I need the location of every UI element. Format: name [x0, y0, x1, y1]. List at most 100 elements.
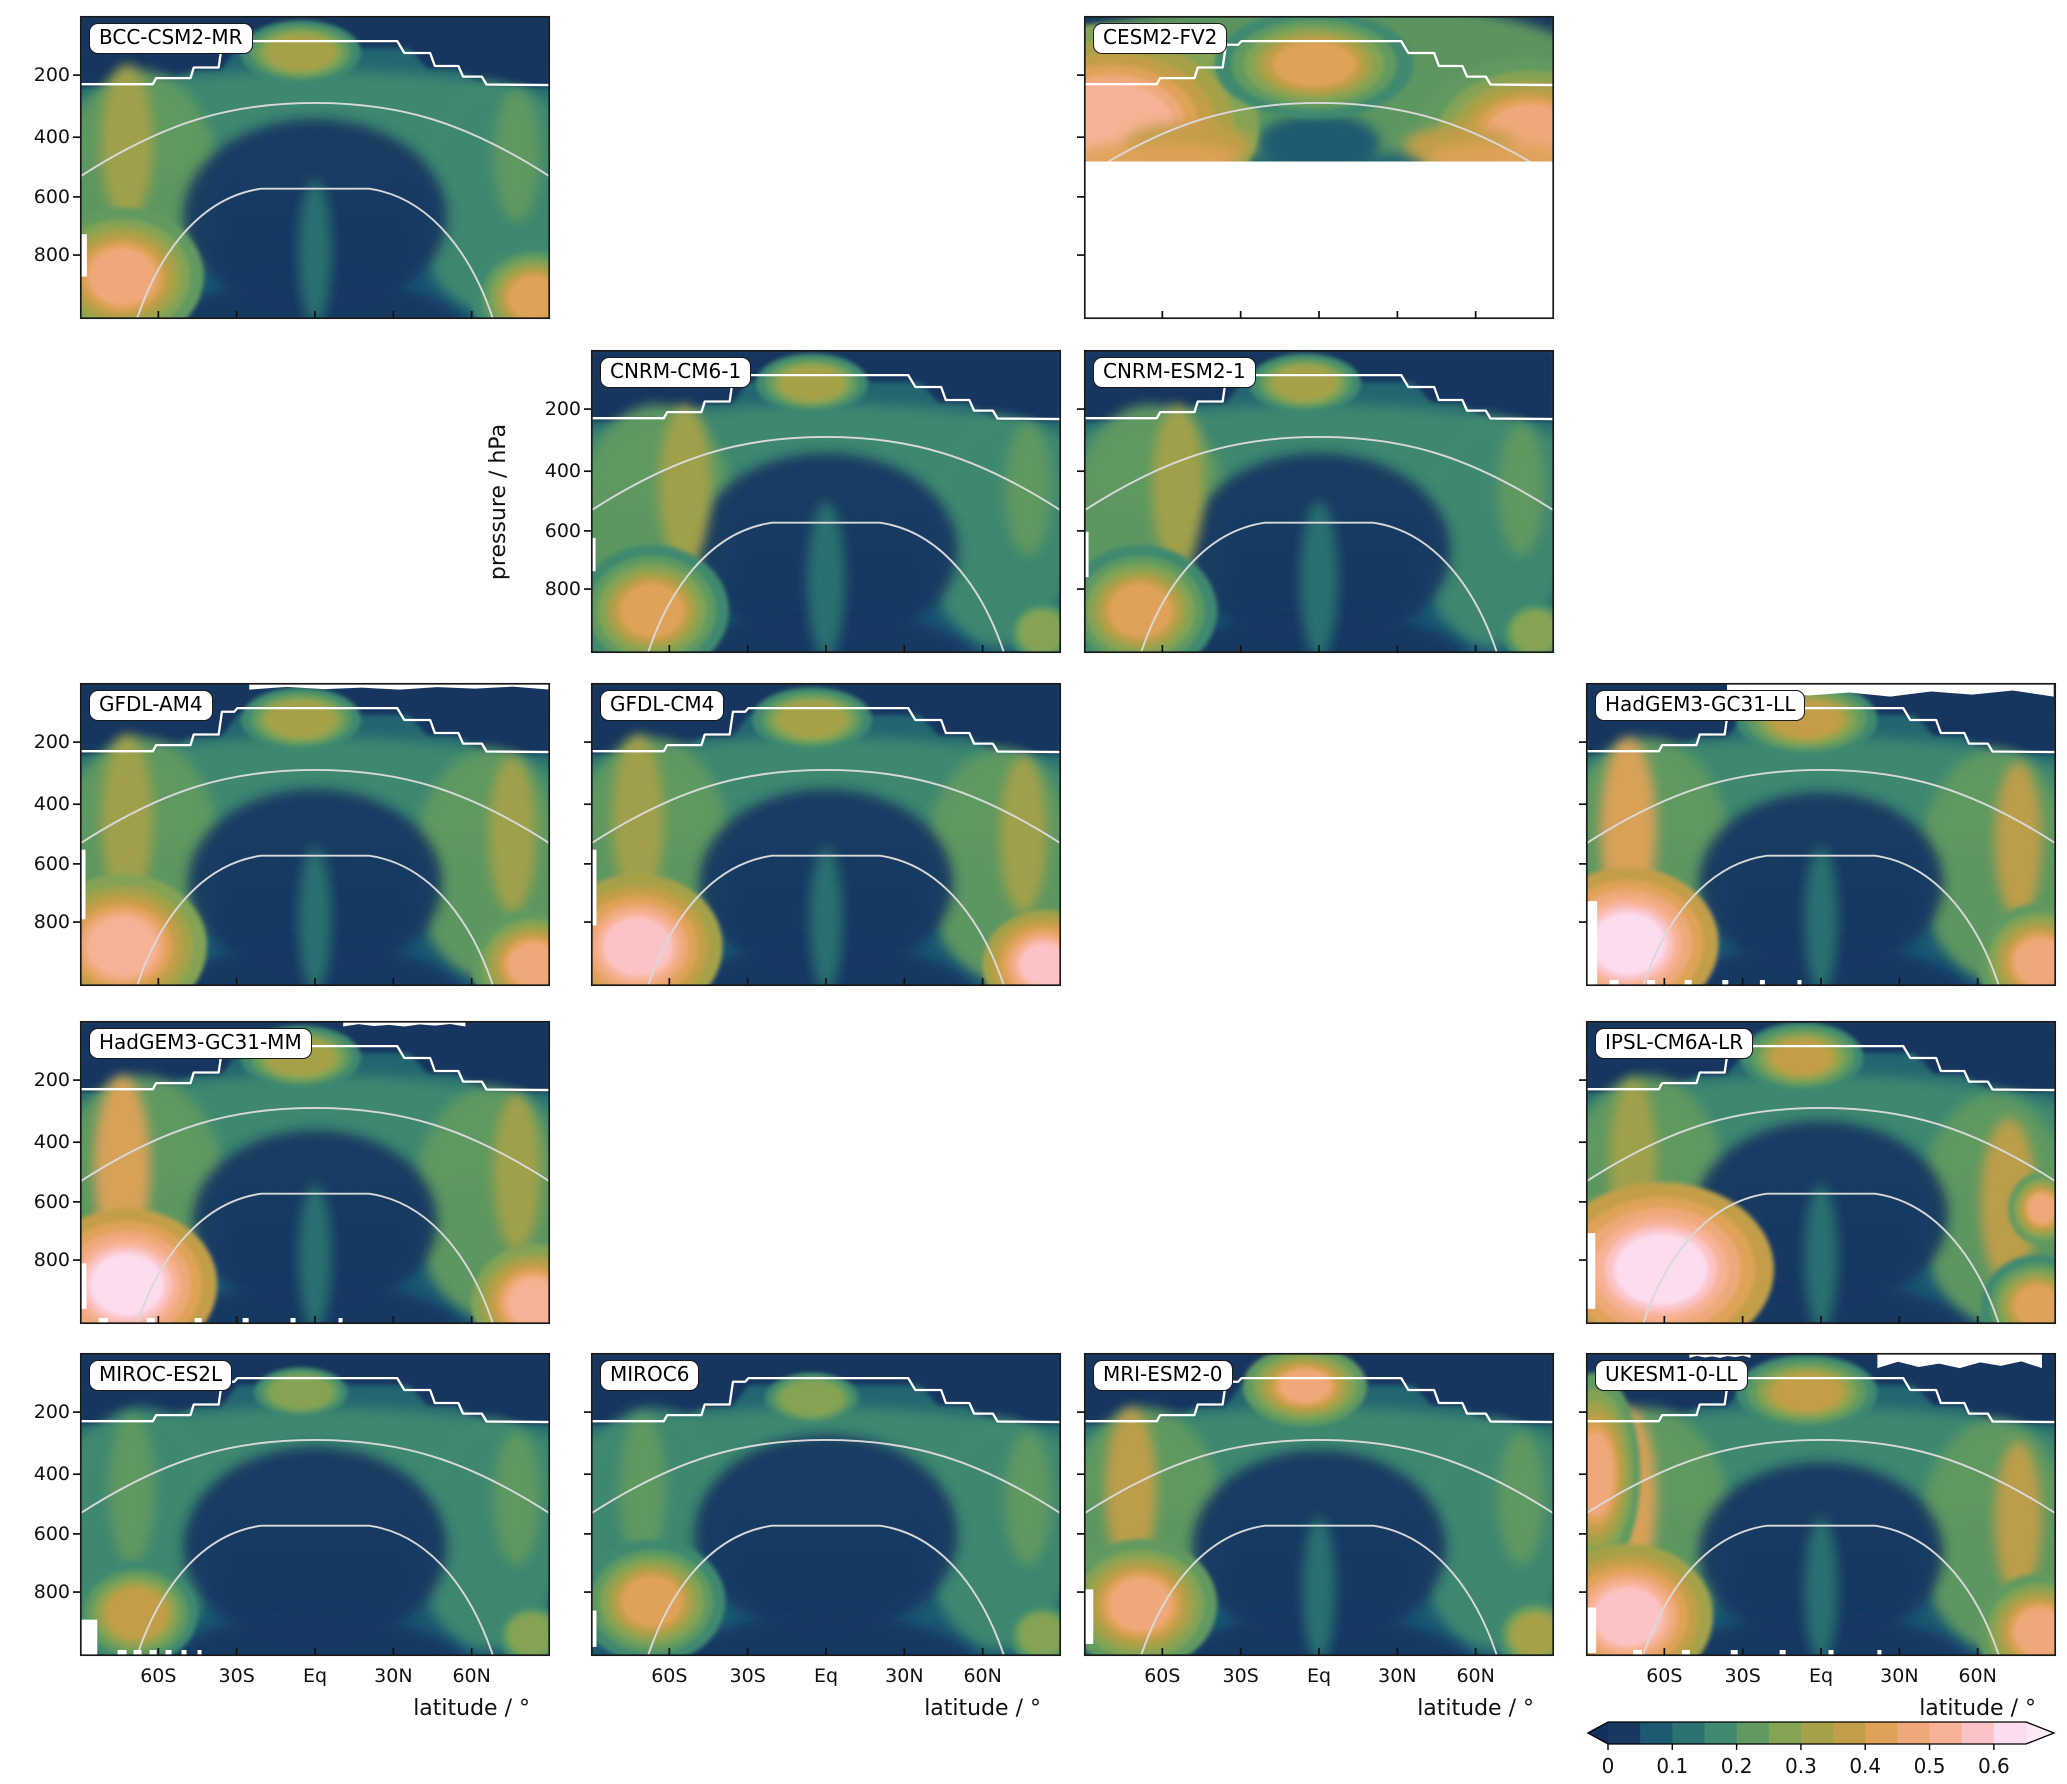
colorbar-segment	[1929, 1722, 1963, 1744]
x-tick-label: 30N	[885, 1665, 924, 1687]
panel-title-MIROC-ES2L: MIROC-ES2L	[89, 1360, 233, 1391]
y-tick-label: 800	[33, 1249, 70, 1272]
panel-IPSL-CM6A-LR	[1579, 1020, 2057, 1325]
panel-MIROC6	[584, 1352, 1062, 1657]
colorbar	[1586, 1721, 2056, 1750]
panel-frame	[590, 349, 1062, 654]
panel-GFDL-AM4	[73, 682, 551, 987]
y-tick-label: 600	[33, 185, 70, 208]
panel-frame	[1083, 1352, 1555, 1657]
panel-title-GFDL-CM4: GFDL-CM4	[600, 690, 725, 721]
colorbar-segment	[1800, 1722, 1834, 1744]
contour-field	[80, 16, 550, 319]
panel-frame	[590, 682, 1062, 987]
x-axis-label: latitude / °	[413, 1696, 530, 1721]
panel-title-HadGEM3-GC31-MM: HadGEM3-GC31-MM	[89, 1028, 312, 1059]
panel-frame	[590, 1352, 1062, 1657]
x-tick-label: 60N	[963, 1665, 1002, 1687]
panel-frame	[1083, 349, 1555, 654]
contour-field	[1084, 1353, 1554, 1656]
y-tick-label: 600	[33, 1190, 70, 1213]
y-tick-label: 200	[544, 398, 581, 421]
x-axis-label: latitude / °	[1417, 1696, 1534, 1721]
colorbar-segment	[1608, 1722, 1641, 1744]
y-tick-label: 400	[33, 126, 70, 149]
panel-frame	[1585, 1352, 2057, 1657]
panel-frame	[79, 15, 551, 320]
contour-field	[1084, 16, 1554, 162]
panel-frame	[1083, 15, 1555, 320]
y-tick-label: 800	[544, 578, 581, 601]
x-tick-label: 60N	[1958, 1665, 1997, 1687]
y-tick-label: 400	[544, 460, 581, 483]
colorbar-segment	[1961, 1722, 1995, 1744]
y-tick-label: 400	[33, 1131, 70, 1154]
panel-title-CESM2-FV2: CESM2-FV2	[1093, 23, 1228, 54]
panel-CESM2-FV2	[1077, 15, 1555, 320]
y-tick-label: 200	[33, 64, 70, 87]
contour-field	[591, 350, 1061, 653]
contour-field	[1586, 683, 2056, 986]
panel-frame	[1585, 1020, 2057, 1325]
panel-title-MIROC6: MIROC6	[600, 1360, 700, 1391]
panel-title-UKESM1-0-LL: UKESM1-0-LL	[1595, 1360, 1748, 1391]
colorbar-over-arrow	[2026, 1722, 2054, 1744]
x-axis-label: latitude / °	[1919, 1696, 2036, 1721]
x-tick-label: 30N	[1378, 1665, 1417, 1687]
x-tick-label: 60S	[1646, 1665, 1683, 1687]
colorbar-tick-label: 0.2	[1720, 1754, 1753, 1778]
y-tick-label: 600	[33, 1522, 70, 1545]
y-tick-label: 800	[33, 911, 70, 934]
contour-field	[80, 1021, 550, 1324]
x-tick-label: 30S	[729, 1665, 766, 1687]
colorbar-segment	[1833, 1722, 1866, 1744]
panel-CNRM-ESM2-1	[1077, 349, 1555, 654]
panel-GFDL-CM4	[584, 682, 1062, 987]
panel-HadGEM3-GC31-LL	[1579, 682, 2057, 987]
contour-field	[591, 683, 1061, 986]
panel-MIROC-ES2L	[73, 1352, 551, 1657]
panel-frame	[79, 1352, 551, 1657]
x-tick-label: 60N	[1456, 1665, 1495, 1687]
panel-title-IPSL-CM6A-LR: IPSL-CM6A-LR	[1595, 1028, 1754, 1059]
panel-HadGEM3-GC31-MM	[73, 1020, 551, 1325]
x-tick-label: 30S	[218, 1665, 255, 1687]
x-tick-label: Eq	[302, 1665, 328, 1687]
panel-frame	[1585, 682, 2057, 987]
panel-UKESM1-0-LL	[1579, 1352, 2057, 1657]
y-tick-label: 400	[33, 793, 70, 816]
contour-field	[591, 1353, 1061, 1656]
colorbar-tick-label: 0.1	[1656, 1754, 1689, 1778]
colorbar-segment	[1640, 1722, 1673, 1744]
colorbar-tick-label: 0	[1601, 1754, 1615, 1778]
panel-frame	[79, 682, 551, 987]
y-tick-label: 400	[33, 1463, 70, 1486]
y-tick-label: 800	[33, 244, 70, 267]
colorbar-segment	[1736, 1722, 1770, 1744]
colorbar-segment	[1993, 1722, 2027, 1744]
panel-title-CNRM-ESM2-1: CNRM-ESM2-1	[1093, 357, 1256, 388]
panel-CNRM-CM6-1	[584, 349, 1062, 654]
x-tick-label: 60S	[1144, 1665, 1181, 1687]
y-tick-label: 200	[33, 1401, 70, 1424]
panel-BCC-CSM2-MR	[73, 15, 551, 320]
x-tick-label: 60S	[651, 1665, 688, 1687]
x-tick-label: 30S	[1222, 1665, 1259, 1687]
colorbar-segment	[1768, 1722, 1802, 1744]
panel-title-CNRM-CM6-1: CNRM-CM6-1	[600, 357, 752, 388]
y-axis-label: pressure / hPa	[486, 423, 511, 580]
x-tick-label: 30S	[1724, 1665, 1761, 1687]
x-tick-label: Eq	[1808, 1665, 1834, 1687]
panel-frame	[79, 1020, 551, 1325]
contour-field	[80, 1353, 550, 1656]
y-tick-label: 200	[33, 731, 70, 754]
y-tick-label: 600	[544, 519, 581, 542]
contour-field	[1586, 1021, 2056, 1324]
y-tick-label: 800	[33, 1581, 70, 1604]
x-tick-label: 30N	[374, 1665, 413, 1687]
panel-title-BCC-CSM2-MR: BCC-CSM2-MR	[89, 23, 253, 54]
colorbar-segment	[1672, 1722, 1706, 1744]
colorbar-segment	[1865, 1722, 1898, 1744]
x-tick-label: Eq	[1306, 1665, 1332, 1687]
